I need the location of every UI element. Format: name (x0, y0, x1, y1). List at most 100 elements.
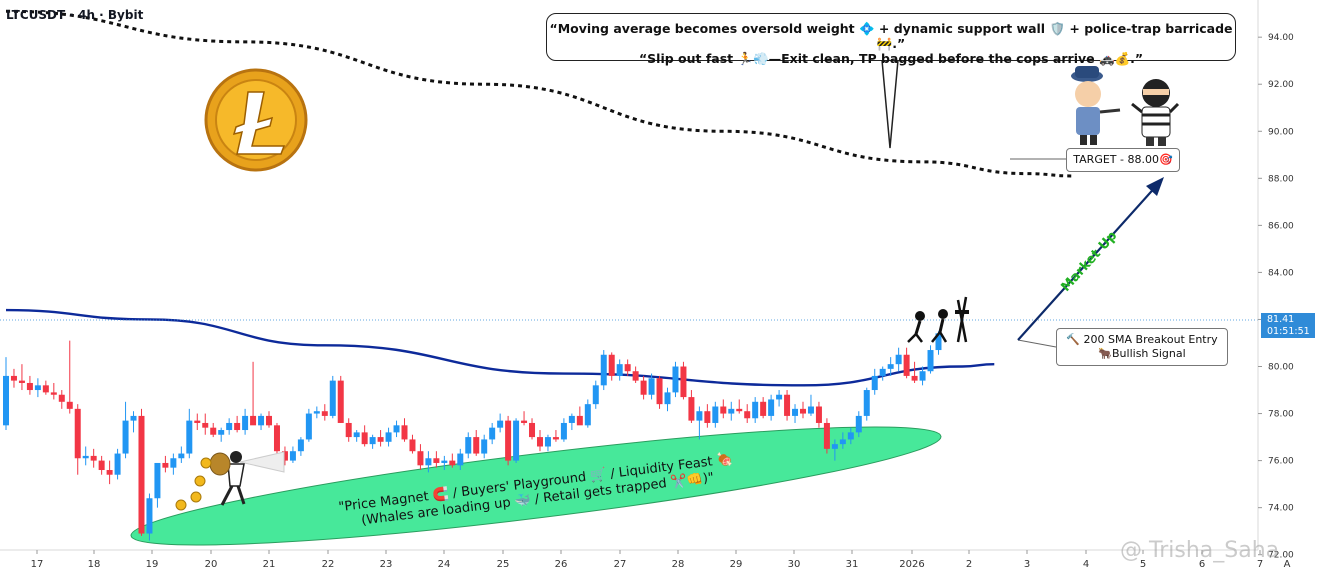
candle-body (194, 420, 201, 423)
candle (529, 418, 536, 440)
candle-body (576, 415, 583, 426)
candle (672, 361, 679, 398)
candle (879, 366, 886, 381)
candle-body (855, 415, 862, 433)
candle-body (544, 437, 551, 447)
candle-body (887, 364, 894, 369)
candle (353, 430, 360, 442)
candle (297, 437, 304, 456)
candle-body (18, 380, 25, 383)
candle-body (927, 350, 934, 372)
candle (226, 418, 233, 435)
candle-body (329, 380, 336, 416)
candle (919, 366, 926, 386)
y-tick-label: 92.00 (1268, 80, 1294, 90)
y-tick-label: 84.00 (1268, 268, 1294, 278)
candle (521, 411, 528, 426)
candle (361, 425, 368, 447)
candle (337, 375, 344, 423)
candle (130, 411, 137, 433)
candle-body (568, 415, 575, 423)
candle (18, 364, 25, 391)
x-tick-label: 27 (614, 559, 627, 570)
candle (768, 394, 775, 421)
candle (560, 418, 567, 442)
candle (433, 451, 440, 468)
candle-body (847, 432, 854, 440)
candle-body (273, 425, 280, 452)
candle (210, 422, 217, 438)
candle (624, 359, 631, 376)
x-axis-extra-label: A (1284, 559, 1291, 570)
candle-body (529, 422, 536, 438)
candle (162, 455, 169, 473)
candle-body (425, 458, 432, 466)
candle-body (895, 354, 902, 365)
candle (281, 446, 288, 466)
candle-body (776, 394, 783, 400)
candle (369, 434, 376, 449)
x-tick-label: 24 (438, 559, 451, 570)
candle-body (393, 425, 400, 433)
x-tick-label: 5 (1140, 559, 1146, 570)
candle (74, 404, 81, 475)
candle (170, 453, 177, 475)
thief-with-money-bag-icon (209, 451, 285, 506)
candle (457, 448, 464, 471)
candle (664, 387, 671, 412)
candle (385, 427, 392, 447)
candle-body (266, 415, 273, 426)
candle-body (130, 415, 137, 421)
candle-body (871, 375, 878, 391)
candle (266, 411, 273, 428)
candle (465, 432, 472, 459)
candle (194, 413, 201, 431)
candle-body (34, 385, 41, 391)
candle (50, 382, 57, 400)
x-tick-label: 2 (966, 559, 972, 570)
candle (696, 406, 703, 440)
candle-body (114, 453, 121, 475)
candle-body (807, 406, 814, 414)
candle (640, 375, 647, 400)
candle-body (736, 408, 743, 412)
dotted-ma-line (5, 9, 1074, 178)
candle (345, 418, 352, 442)
candle (680, 361, 687, 400)
candle-body (202, 422, 209, 428)
candle (242, 408, 249, 435)
sma-connector (1017, 339, 1057, 348)
candle (449, 453, 456, 468)
candle (481, 434, 488, 459)
candle (234, 415, 241, 433)
candle-body (66, 401, 73, 409)
candle (744, 404, 751, 423)
candle-body (489, 427, 496, 440)
robber-icon (1131, 79, 1180, 146)
candle-body (417, 451, 424, 466)
last-price-value: 81.41 (1267, 314, 1295, 325)
y-tick-label: 90.00 (1268, 127, 1294, 137)
candle (409, 434, 416, 454)
candle-body (624, 364, 631, 372)
candle-body (592, 385, 599, 405)
candle-body (911, 375, 918, 381)
y-tick-label: 94.00 (1268, 33, 1294, 43)
candle-body (935, 333, 942, 351)
candle-body (361, 432, 368, 445)
x-tick-label: 4 (1083, 559, 1089, 570)
candle-body (82, 455, 89, 459)
candle-body (345, 422, 352, 438)
indicator-lines (5, 9, 1074, 387)
candle-body (26, 382, 33, 391)
x-tick-label: 2026 (899, 559, 924, 570)
candle-body (146, 498, 153, 534)
candle-body (552, 437, 559, 440)
candle (513, 418, 520, 463)
x-tick-label: 3 (1024, 559, 1030, 570)
candle (178, 446, 185, 463)
candle-body (823, 422, 830, 449)
x-tick-label: 20 (205, 559, 218, 570)
candle-body (122, 420, 129, 454)
